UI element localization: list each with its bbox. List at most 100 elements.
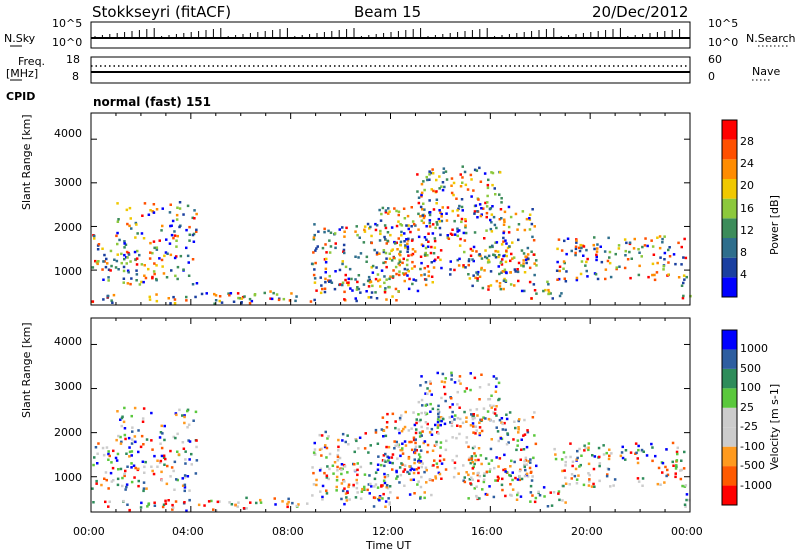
velocity-echo-cell <box>325 492 329 495</box>
power-echo-cell <box>127 251 130 255</box>
power-echo-cell <box>399 223 402 226</box>
velocity-echo-cell <box>684 484 688 487</box>
velocity-echo-cell <box>398 418 402 421</box>
velocity-echo-cell <box>453 418 456 421</box>
power-echo-cell <box>431 223 435 226</box>
velocity-echo-cell <box>100 483 103 487</box>
power-echo-cell <box>494 256 498 259</box>
power-echo-cell <box>385 257 388 260</box>
power-echo-cell <box>151 251 154 255</box>
velocity-echo-cell <box>490 406 493 409</box>
velocity-echo-cell <box>494 479 497 482</box>
velocity-echo-cell <box>529 484 533 488</box>
velocity-echo-cell <box>418 435 422 438</box>
power-echo-cell <box>228 294 231 297</box>
velocity-echo-cell <box>666 473 670 477</box>
power-echo-cell <box>575 276 579 280</box>
power-echo-cell <box>629 276 632 280</box>
velocity-echo-cell <box>374 483 378 486</box>
velocity-echo-cell <box>259 498 262 502</box>
power-echo-cell <box>421 244 425 248</box>
velocity-echo-cell <box>442 458 446 461</box>
velocity-echo-cell <box>347 443 350 446</box>
velocity-echo-cell <box>437 424 440 427</box>
power-echo-cell <box>493 187 496 190</box>
power-echo-cell <box>546 280 549 284</box>
power-echo-cell <box>453 219 456 223</box>
power-echo-cell <box>423 273 426 276</box>
power-echo-cell <box>370 241 373 245</box>
power-echo-cell <box>535 259 538 262</box>
power-echo-cell <box>321 287 324 291</box>
power-echo-cell <box>517 223 521 226</box>
power-echo-cell <box>350 277 353 281</box>
power-echo-cell <box>362 283 366 286</box>
power-echo-cell <box>632 247 636 250</box>
velocity-echo-cell <box>128 455 131 458</box>
power-echo-cell <box>237 296 240 300</box>
power-echo-cell <box>155 246 159 249</box>
power-echo-cell <box>489 270 493 273</box>
power-echo-cell <box>650 239 653 242</box>
velocity-echo-cell <box>477 447 481 450</box>
power-echo-cell <box>462 265 465 269</box>
power-echo-cell <box>411 220 415 223</box>
power-echo-cell <box>317 230 320 233</box>
power-echo-cell <box>637 248 640 251</box>
velocity-echo-cell <box>477 479 480 483</box>
power-echo-cell <box>476 277 479 280</box>
power-echo-cell <box>147 213 151 216</box>
power-echo-cell <box>608 256 611 259</box>
velocity-echo-cell <box>357 447 360 450</box>
power-echo-cell <box>155 299 159 303</box>
velocity-echo-cell <box>327 477 330 481</box>
power-echo-cell <box>134 221 138 225</box>
power-echo-cell <box>127 253 131 256</box>
power-echo-cell <box>362 241 366 244</box>
power-echo-cell <box>488 245 492 249</box>
power-echo-cell <box>509 283 513 286</box>
power-echo-cell <box>195 282 199 285</box>
power-echo-cell <box>341 260 344 263</box>
power-echo-cell <box>507 225 511 229</box>
velocity-echo-cell <box>583 444 586 447</box>
velocity-echo-cell <box>472 414 475 417</box>
power-echo-cell <box>685 275 688 279</box>
power-echo-cell <box>167 297 170 300</box>
velocity-echo-cell <box>533 434 536 437</box>
velocity-echo-cell <box>478 497 481 500</box>
power-echo-cell <box>375 297 379 300</box>
power-echo-cell <box>435 202 438 205</box>
velocity-echo-cell <box>370 485 373 488</box>
velocity-echo-cell <box>471 446 475 450</box>
velocity-echo-cell <box>407 429 411 432</box>
velocity-echo-cell <box>373 485 376 488</box>
power-echo-cell <box>461 165 464 168</box>
velocity-echo-cell <box>538 494 542 497</box>
velocity-echo-cell <box>123 433 127 437</box>
velocity-echo-cell <box>153 501 156 504</box>
power-echo-cell <box>427 274 430 278</box>
velocity-echo-cell <box>665 474 668 478</box>
velocity-echo-cell <box>142 443 145 446</box>
power-echo-cell <box>404 244 407 247</box>
power-echo-cell <box>489 227 493 231</box>
velocity-echo-cell <box>359 465 363 469</box>
power-echo-cell <box>450 191 454 195</box>
velocity-echo-cell <box>121 484 124 488</box>
power-echo-cell <box>187 274 191 277</box>
power-echo-cell <box>195 228 198 232</box>
velocity-echo-cell <box>657 466 661 470</box>
velocity-echo-cell <box>490 394 493 397</box>
velocity-echo-cell <box>455 454 458 458</box>
power-echo-cell <box>149 241 152 245</box>
power-echo-cell <box>405 224 408 227</box>
power-echo-cell <box>96 244 100 247</box>
velocity-echo-cell <box>119 467 123 471</box>
power-echo-cell <box>365 255 369 259</box>
power-echo-cell <box>584 264 587 267</box>
power-echo-cell <box>388 277 391 281</box>
power-echo-cell <box>407 287 411 291</box>
power-echo-cell <box>505 249 508 252</box>
power-echo-cell <box>319 291 323 295</box>
